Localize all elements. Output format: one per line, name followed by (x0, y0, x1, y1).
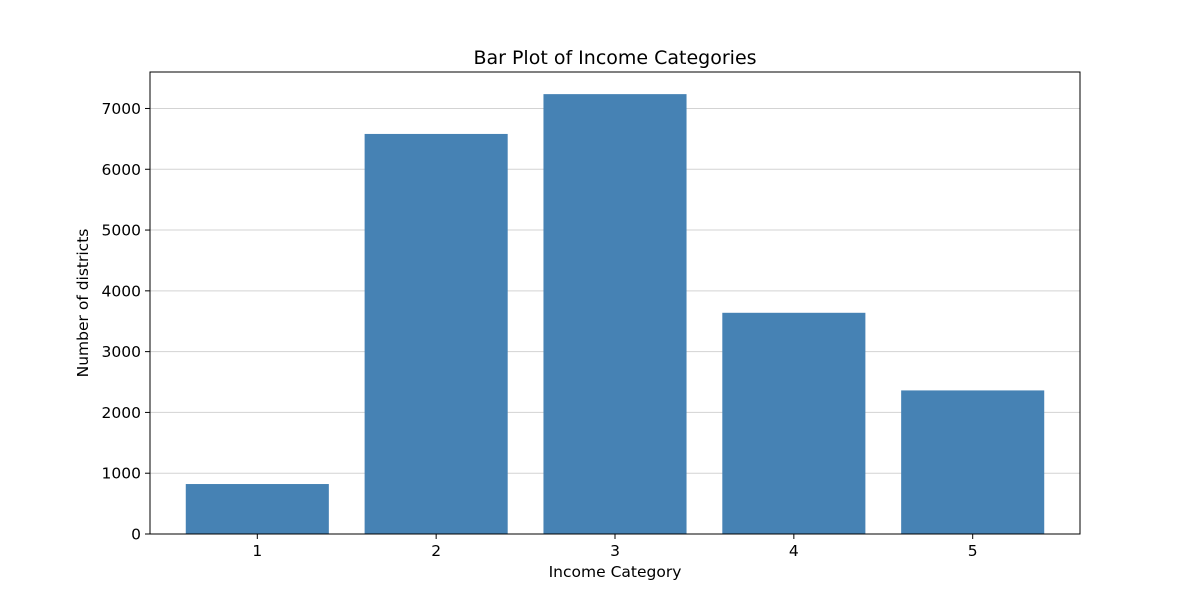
y-tick-label: 3000 (102, 343, 141, 361)
x-axis-label: Income Category (549, 563, 682, 581)
y-axis: 0 1000 2000 3000 4000 5000 6000 7000 (102, 100, 150, 544)
y-axis-label: Number of districts (74, 229, 92, 378)
chart-title: Bar Plot of Income Categories (473, 47, 756, 69)
x-axis: 1 2 3 4 5 (252, 534, 978, 560)
x-tick-label: 2 (431, 542, 441, 560)
y-tick-label: 6000 (102, 161, 141, 179)
y-tick-label: 5000 (102, 222, 141, 240)
y-tick-label: 1000 (102, 465, 141, 483)
x-tick-label: 5 (968, 542, 978, 560)
y-tick-label: 2000 (102, 404, 141, 422)
x-tick-label: 4 (789, 542, 799, 560)
bar-category-4 (722, 312, 866, 534)
bar-category-5 (901, 390, 1045, 534)
bars (185, 94, 1045, 535)
y-tick-label: 4000 (102, 282, 141, 300)
y-tick-label: 7000 (102, 100, 141, 118)
bar-category-1 (185, 484, 329, 534)
x-tick-label: 1 (252, 542, 262, 560)
bar-category-2 (364, 133, 508, 535)
bar-category-3 (543, 94, 687, 534)
x-tick-label: 3 (610, 542, 620, 560)
y-tick-label: 0 (131, 526, 141, 544)
